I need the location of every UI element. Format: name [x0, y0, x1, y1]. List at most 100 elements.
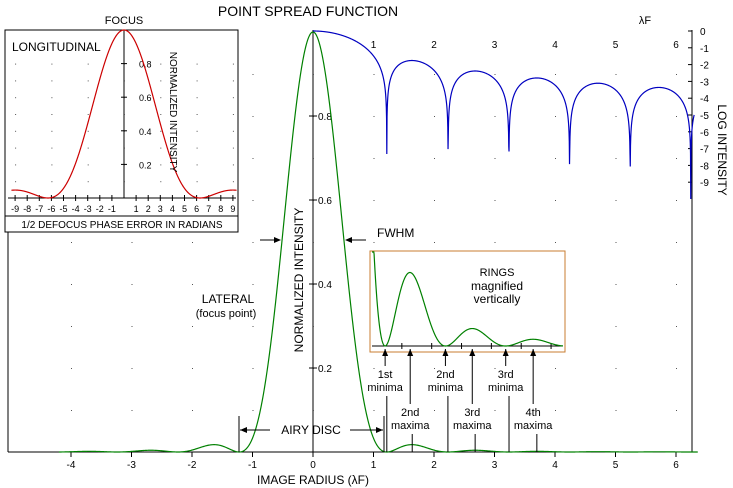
main-grid-dot: [494, 242, 496, 243]
longitudinal-inset: -9 -8 -7 -6 -5 -4 -3 -2 -1 1 2 3 4 5 6 7 8 9 0.2 0.4 0.6 0.8…: [4, 15, 239, 233]
main-grid-dot: [615, 410, 617, 411]
longitudinal-grid-dot: [51, 63, 53, 65]
log-y-tick-label: -9: [700, 178, 709, 189]
main-grid-dot: [434, 158, 435, 159]
log-x-ticks: 1 2 3 4 5 6: [371, 40, 680, 51]
main-grid-dot: [494, 158, 496, 159]
airy-disc-label: AIRY DISC: [281, 423, 341, 437]
main-grid-dot: [131, 326, 133, 327]
longitudinal-x-ticks: -9 -8 -7 -6 -5 -4 -3 -2 -1 1 2 3 4 5 6 7 8 9: [11, 195, 235, 214]
minima-arrowhead: [442, 349, 449, 356]
minima-label-line-1: 2nd: [436, 369, 454, 381]
minima-label-line-1: 1st: [378, 369, 393, 381]
main-x-tick-label: 0: [310, 460, 316, 471]
main-x-tick-label: 6: [673, 460, 679, 471]
longitudinal-grid-dot: [160, 181, 162, 183]
longitudinal-grid-dot: [160, 97, 162, 99]
airy-disc-left-arrowhead: [240, 427, 247, 433]
log-x-tick-label: 5: [613, 40, 619, 51]
longitudinal-curve: [11, 29, 237, 199]
longitudinal-grid-dot: [87, 97, 89, 99]
longitudinal-grid-dot: [232, 63, 234, 65]
main-grid-dot: [555, 410, 556, 411]
main-grid-dot: [615, 158, 617, 159]
log-y-tick-label: -4: [700, 94, 709, 105]
longitudinal-grid-dot: [196, 114, 198, 115]
longitudinal-y-tick-label: 0.6: [139, 93, 152, 103]
lateral-sublabel: (focus point): [196, 308, 257, 320]
main-grid-dot: [434, 74, 435, 75]
maxima-label-line-2: maxima: [514, 420, 553, 432]
longitudinal-grid-dot: [160, 130, 162, 132]
main-grid-dot: [373, 368, 375, 369]
log-x-tick-label: 1: [371, 40, 377, 51]
maxima-arrowhead: [530, 349, 537, 356]
main-y-ticks: 0.2 0.4 0.6 0.8: [309, 112, 332, 375]
main-grid-dot: [555, 368, 556, 369]
longitudinal-grid-dot: [196, 63, 198, 65]
log-x-tick-label: 2: [431, 40, 437, 51]
longitudinal-grid-dot: [51, 114, 53, 115]
main-grid-dot: [494, 200, 496, 201]
rings-inset: RINGS magnified vertically: [369, 250, 566, 353]
main-grid-dot: [555, 74, 556, 75]
longitudinal-x-tick-label: 6: [194, 204, 199, 214]
log-y-tick-label: -3: [700, 77, 709, 88]
minima-label-line-2: minima: [428, 382, 464, 394]
main-grid-dot: [434, 116, 435, 117]
longitudinal-x-tick-label: -8: [23, 204, 31, 214]
main-x-tick-label: -3: [127, 460, 136, 471]
main-grid-dot: [71, 284, 72, 285]
longitudinal-x-tick-label: -2: [96, 204, 104, 214]
log-x-tick-label: 6: [673, 40, 679, 51]
main-grid-dot: [313, 74, 314, 75]
main-grid-dot: [676, 158, 677, 159]
main-grid-dot: [676, 200, 677, 201]
main-grid-dot: [373, 242, 375, 243]
main-grid-dot: [615, 242, 617, 243]
main-grid-dot: [373, 410, 375, 411]
rings-curve: [372, 251, 564, 347]
longitudinal-grid-dot: [51, 147, 53, 149]
longitudinal-x-tick-label: -7: [35, 204, 43, 214]
main-grid-dot: [676, 284, 677, 285]
longitudinal-grid-dot: [15, 114, 17, 115]
longitudinal-grid-dot: [232, 80, 234, 82]
main-grid-dot: [615, 284, 617, 285]
longitudinal-grid-dot: [232, 181, 234, 183]
longitudinal-y-tick-label: 0.4: [139, 127, 152, 137]
longitudinal-x-label: 1/2 DEFOCUS PHASE ERROR IN RADIANS: [21, 220, 222, 231]
longitudinal-grid-dot: [124, 147, 125, 149]
main-grid-dot: [313, 326, 314, 327]
main-grid-dot: [252, 368, 254, 369]
main-grid-dot: [71, 368, 72, 369]
longitudinal-grid-dot: [232, 97, 234, 99]
longitudinal-x-tick-label: 4: [170, 204, 175, 214]
main-grid-dot: [252, 74, 254, 75]
log-y-tick-label: -1: [700, 44, 709, 55]
longitudinal-grid-dot: [196, 130, 198, 132]
maxima-arrowhead: [469, 349, 476, 356]
main-y-tick-label: 0.4: [318, 280, 332, 291]
main-y-label: NORMALIZED INTENSITY: [292, 208, 306, 353]
longitudinal-grid-dot: [196, 97, 198, 99]
log-y-tick-label: -7: [700, 145, 709, 156]
main-grid-dot: [676, 74, 677, 75]
longitudinal-grid-dot: [51, 130, 53, 132]
main-grid-dot: [555, 116, 556, 117]
main-grid-dot: [252, 284, 254, 285]
longitudinal-grid-dot: [196, 164, 198, 166]
main-grid-dot: [373, 200, 375, 201]
longitudinal-grid-dot: [15, 181, 17, 183]
longitudinal-grid-dot: [87, 130, 89, 132]
longitudinal-grid-dot: [15, 147, 17, 149]
minima-label-line-1: 3rd: [498, 369, 514, 381]
longitudinal-grid-dot: [232, 114, 234, 115]
longitudinal-grid-dot: [87, 147, 89, 149]
longitudinal-grid-dot: [15, 164, 17, 166]
main-grid-dot: [434, 410, 435, 411]
main-grid-dot: [494, 410, 496, 411]
longitudinal-grid-dot: [15, 80, 17, 82]
longitudinal-title: LONGITUDINAL: [12, 40, 101, 54]
longitudinal-grid-dot: [87, 80, 89, 82]
